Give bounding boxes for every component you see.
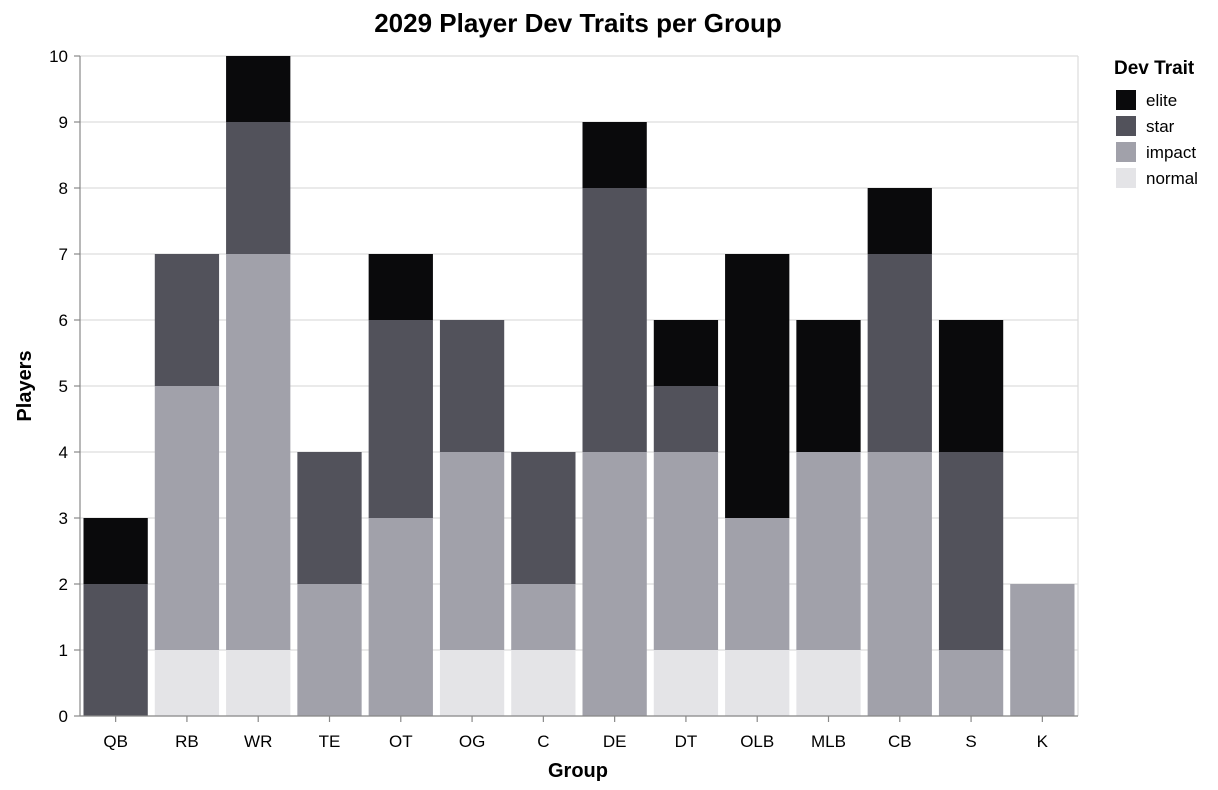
bars	[83, 56, 1075, 716]
bar-segment-c-normal	[511, 650, 576, 716]
x-tick-label: QB	[103, 732, 128, 751]
x-tick-label: RB	[175, 732, 199, 751]
bar-segment-cb-impact	[867, 452, 932, 716]
bar-segment-qb-elite	[83, 518, 148, 584]
bar-segment-te-star	[297, 452, 362, 584]
x-tick-label: WR	[244, 732, 272, 751]
y-tick-label: 3	[59, 509, 68, 528]
x-tick-label: OLB	[740, 732, 774, 751]
bar-segment-cb-elite	[867, 188, 932, 254]
bar-segment-s-elite	[938, 320, 1004, 452]
bar-segment-og-star	[439, 320, 505, 452]
bar-segment-ot-impact	[368, 518, 433, 716]
x-axis-title: Group	[548, 760, 608, 782]
bar-segment-ot-elite	[368, 254, 433, 320]
bar-segment-s-impact	[938, 650, 1004, 716]
legend-swatch-impact	[1116, 142, 1136, 162]
x-tick-label: CB	[888, 732, 912, 751]
y-tick-label: 7	[59, 245, 68, 264]
bar-segment-og-impact	[439, 452, 505, 650]
bar-segment-og-normal	[439, 650, 505, 716]
x-tick-label: DE	[603, 732, 627, 751]
bar-segment-mlb-impact	[796, 452, 861, 650]
x-tick-label: DT	[675, 732, 698, 751]
bar-segment-c-star	[511, 452, 576, 584]
y-tick-label: 8	[59, 179, 68, 198]
bar-segment-cb-star	[867, 254, 932, 452]
y-tick-label: 1	[59, 641, 68, 660]
x-tick-label: TE	[319, 732, 341, 751]
bar-segment-rb-star	[154, 254, 220, 386]
y-axis: 0 1 2 3 4 5 6 7 8 9 10	[49, 47, 81, 726]
bar-segment-rb-impact	[154, 386, 220, 650]
bar-segment-wr-impact	[226, 254, 291, 650]
chart-title: 2029 Player Dev Traits per Group	[374, 8, 782, 38]
legend-label-impact: impact	[1146, 143, 1196, 162]
legend-swatch-normal	[1116, 168, 1136, 188]
y-tick-label: 4	[59, 443, 68, 462]
bar-segment-mlb-elite	[796, 320, 861, 452]
bar-segment-wr-elite	[226, 56, 291, 122]
bar-segment-wr-star	[226, 122, 291, 254]
bar-segment-k-impact	[1010, 584, 1075, 716]
legend-label-normal: normal	[1146, 169, 1198, 188]
bar-segment-c-impact	[511, 584, 576, 650]
legend-swatch-star	[1116, 116, 1136, 136]
x-tick-label: OG	[459, 732, 485, 751]
bar-segment-olb-normal	[725, 650, 790, 716]
bar-segment-dt-elite	[653, 320, 719, 386]
bar-segment-rb-normal	[154, 650, 220, 716]
x-tick-label: OT	[389, 732, 413, 751]
bar-segment-ot-star	[368, 320, 433, 518]
bar-segment-qb-star	[83, 584, 148, 716]
legend: Dev Trait elite star impact normal	[1114, 58, 1198, 188]
y-tick-label: 9	[59, 113, 68, 132]
bar-segment-mlb-normal	[796, 650, 861, 716]
bar-segment-olb-elite	[725, 254, 790, 518]
legend-label-elite: elite	[1146, 91, 1177, 110]
bar-segment-olb-impact	[725, 518, 790, 650]
legend-label-star: star	[1146, 117, 1175, 136]
bar-segment-s-star	[938, 452, 1004, 650]
bar-segment-te-impact	[297, 584, 362, 716]
bar-segment-de-elite	[582, 122, 647, 188]
y-tick-label: 10	[49, 47, 68, 66]
x-tick-label: S	[965, 732, 976, 751]
bar-segment-wr-normal	[226, 650, 291, 716]
bar-segment-de-star	[582, 188, 647, 452]
bar-segment-dt-impact	[653, 452, 719, 650]
bar-segment-dt-star	[653, 386, 719, 452]
bar-segment-de-impact	[582, 452, 647, 716]
y-tick-label: 0	[59, 707, 68, 726]
legend-title: Dev Trait	[1114, 58, 1195, 79]
y-tick-label: 2	[59, 575, 68, 594]
y-tick-label: 5	[59, 377, 68, 396]
x-tick-label: K	[1037, 732, 1049, 751]
y-tick-label: 6	[59, 311, 68, 330]
x-tick-label: MLB	[811, 732, 846, 751]
x-axis: QB RB WR TE OT OG C DE DT OLB MLB CB S K	[80, 715, 1078, 751]
legend-swatch-elite	[1116, 90, 1136, 110]
x-tick-label: C	[537, 732, 549, 751]
y-axis-title: Players	[14, 350, 36, 421]
bar-segment-dt-normal	[653, 650, 719, 716]
